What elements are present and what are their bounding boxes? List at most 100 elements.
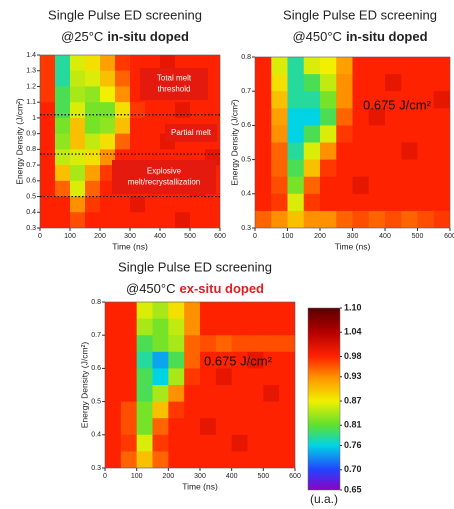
- heat-cell: [271, 176, 288, 195]
- x-tick-label: 0: [103, 473, 107, 480]
- heat-cell: [70, 102, 86, 119]
- heat-cell: [287, 91, 305, 109]
- heat-cell: [120, 401, 138, 419]
- y-tick-label: 0.5: [91, 398, 101, 405]
- y-tick-label: 0.6: [91, 365, 101, 372]
- annotation-text: Total melt: [157, 74, 192, 83]
- heat-cell: [287, 210, 305, 228]
- heat-cell: [190, 212, 206, 228]
- heat-cell: [287, 193, 305, 212]
- x-tick-label: 200: [162, 473, 174, 480]
- heat-cell: [175, 196, 191, 213]
- heat-cell: [105, 385, 122, 403]
- heat-cell: [385, 210, 402, 228]
- heat-cell: [85, 102, 101, 119]
- x-tick-label: 400: [226, 473, 238, 480]
- annotation-text: Partial melt: [171, 128, 212, 137]
- heat-cell: [152, 418, 169, 436]
- heat-cell: [70, 180, 86, 198]
- heat-cell: [136, 351, 153, 369]
- heat-cell: [115, 117, 131, 135]
- colorbar-tick-label: 0.70: [344, 464, 362, 474]
- heat-cell: [168, 385, 185, 403]
- heat-cell: [136, 368, 153, 386]
- heat-cell: [255, 74, 272, 92]
- heat-cell: [401, 91, 418, 109]
- heat-cell: [320, 142, 337, 161]
- x-tick-label: 500: [184, 233, 196, 240]
- heat-cell: [247, 401, 264, 419]
- heat-cell: [271, 125, 288, 143]
- heat-cell: [368, 159, 386, 178]
- heat-cell: [385, 125, 402, 143]
- heat-cell: [152, 385, 169, 403]
- heat-cell: [55, 55, 71, 72]
- heat-cell: [287, 176, 305, 195]
- annotation-text: threshold: [158, 85, 191, 94]
- y-tick-label: 0.7: [26, 162, 36, 169]
- heat-cell: [152, 368, 169, 386]
- heat-cell: [303, 142, 321, 161]
- heat-cell: [417, 193, 435, 212]
- y-axis-label: Energy Density (J/cm²): [229, 99, 239, 186]
- heat-cell: [303, 125, 321, 143]
- heat-cell: [120, 302, 138, 320]
- chart-title: Single Pulse ED screening: [48, 7, 202, 22]
- heat-cell: [401, 159, 418, 178]
- heat-cell: [287, 74, 305, 92]
- heat-cell: [120, 434, 138, 452]
- heat-cell: [385, 176, 402, 195]
- heat-cell: [320, 108, 337, 126]
- heat-cell: [433, 210, 450, 228]
- heat-cell: [136, 418, 153, 436]
- heat-cell: [105, 418, 122, 436]
- heat-cell: [336, 159, 353, 178]
- heat-cell: [320, 57, 337, 75]
- heat-cell: [401, 108, 418, 126]
- heat-cell: [417, 91, 435, 109]
- heat-cell: [70, 117, 86, 135]
- heat-cell: [336, 74, 353, 92]
- heat-cell: [70, 70, 86, 87]
- heat-cell: [303, 91, 321, 109]
- heat-cell: [247, 434, 264, 452]
- heat-cell: [433, 159, 450, 178]
- heat-cell: [115, 55, 131, 72]
- heat-cell: [100, 86, 116, 103]
- x-tick-label: 500: [257, 473, 269, 480]
- heat-cell: [190, 55, 206, 72]
- heat-cell: [320, 159, 337, 178]
- colorbar: [307, 307, 341, 491]
- subtitle-doping: in-situ doped: [107, 29, 189, 44]
- heat-cell: [263, 434, 280, 452]
- heatmap: [255, 57, 450, 228]
- heat-cell: [168, 335, 185, 353]
- chart-subtitle: @450°C in-situ doped: [292, 29, 427, 44]
- y-tick-label: 0.3: [241, 225, 251, 232]
- heat-cell: [184, 385, 201, 403]
- heat-cell: [255, 159, 272, 178]
- heat-cell: [115, 133, 131, 150]
- heat-cell: [85, 196, 101, 213]
- heat-cell: [247, 418, 264, 436]
- heat-cell: [263, 451, 280, 468]
- heat-cell: [168, 318, 185, 336]
- x-tick-label: 400: [154, 233, 166, 240]
- heat-cell: [255, 142, 272, 161]
- heat-cell: [336, 108, 353, 126]
- heat-cell: [401, 57, 418, 75]
- heat-cell: [215, 418, 233, 436]
- heat-cell: [40, 55, 56, 72]
- heat-cell: [70, 133, 86, 150]
- annotation-box: [165, 124, 217, 142]
- x-tick-label: 400: [379, 233, 391, 240]
- heat-cell: [215, 401, 233, 419]
- heat-cell: [152, 434, 169, 452]
- heat-cell: [303, 108, 321, 126]
- heat-cell: [352, 142, 370, 161]
- heat-cell: [279, 434, 295, 452]
- heat-cell: [279, 401, 295, 419]
- heat-cell: [385, 108, 402, 126]
- y-tick-label: 1.2: [26, 83, 36, 90]
- heat-cell: [231, 335, 248, 353]
